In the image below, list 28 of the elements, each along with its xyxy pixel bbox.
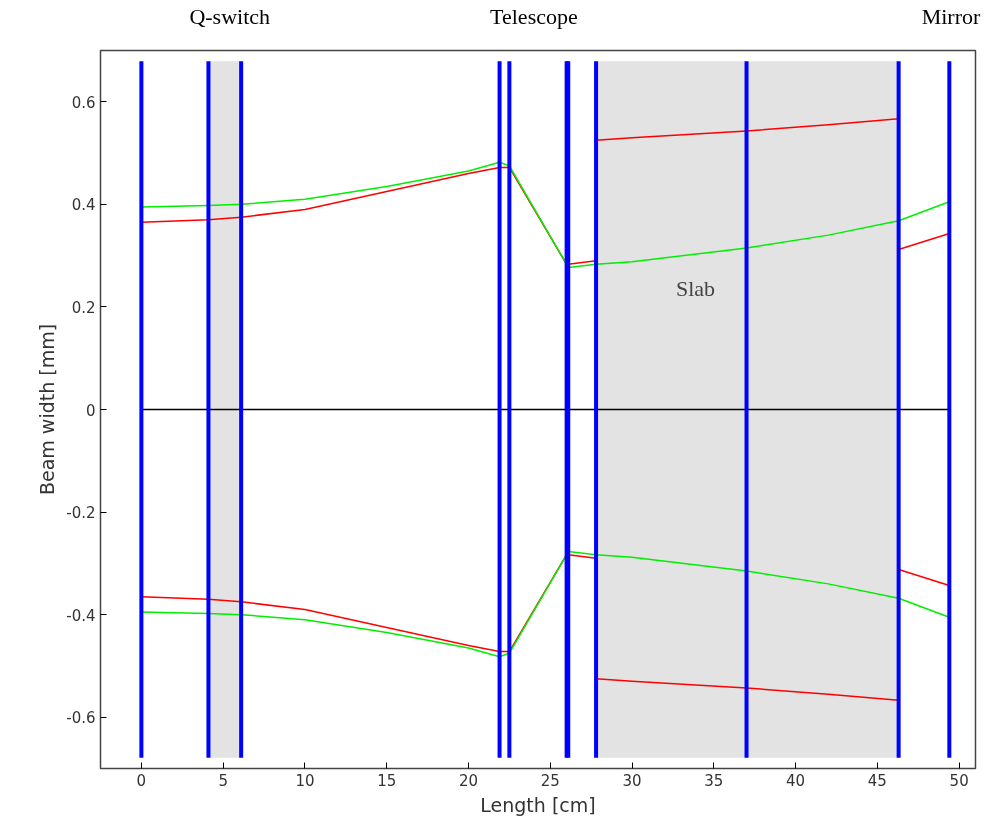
y-tick-label: 0.2 xyxy=(71,298,96,317)
x-tick-label: 10 xyxy=(295,771,315,790)
x-axis-title: Length [cm] xyxy=(480,793,596,816)
line-series xyxy=(595,117,900,141)
x-tick-label: 50 xyxy=(949,771,969,790)
y-tick-label: -0.6 xyxy=(66,709,96,728)
x-tick-label: 30 xyxy=(622,771,642,790)
text: Telescope xyxy=(490,3,578,29)
text: Mirror xyxy=(921,3,981,29)
y-tick-label: -0.4 xyxy=(66,606,96,625)
y-tick-label: 0.6 xyxy=(71,93,96,112)
text: Q-switch xyxy=(189,3,271,29)
y-axis-title: Beam width [mm] xyxy=(36,323,59,496)
x-tick-label: 20 xyxy=(458,771,479,790)
x-tick-label: 25 xyxy=(540,771,560,790)
y-tick-label: -0.2 xyxy=(66,504,96,523)
x-tick-label: 40 xyxy=(786,771,806,790)
y-tick-label: 0.4 xyxy=(71,196,96,215)
line-series xyxy=(140,553,597,653)
line-series xyxy=(140,166,597,266)
line-series xyxy=(595,678,900,702)
x-tick-label: 5 xyxy=(218,771,228,790)
annotation: Slab xyxy=(675,276,716,301)
x-tick-label: 0 xyxy=(136,771,147,790)
x-tick-label: 45 xyxy=(867,771,887,790)
x-tick-label: 15 xyxy=(377,771,397,790)
x-tick-label: 35 xyxy=(704,771,724,790)
y-tick-label: 0 xyxy=(85,401,96,420)
